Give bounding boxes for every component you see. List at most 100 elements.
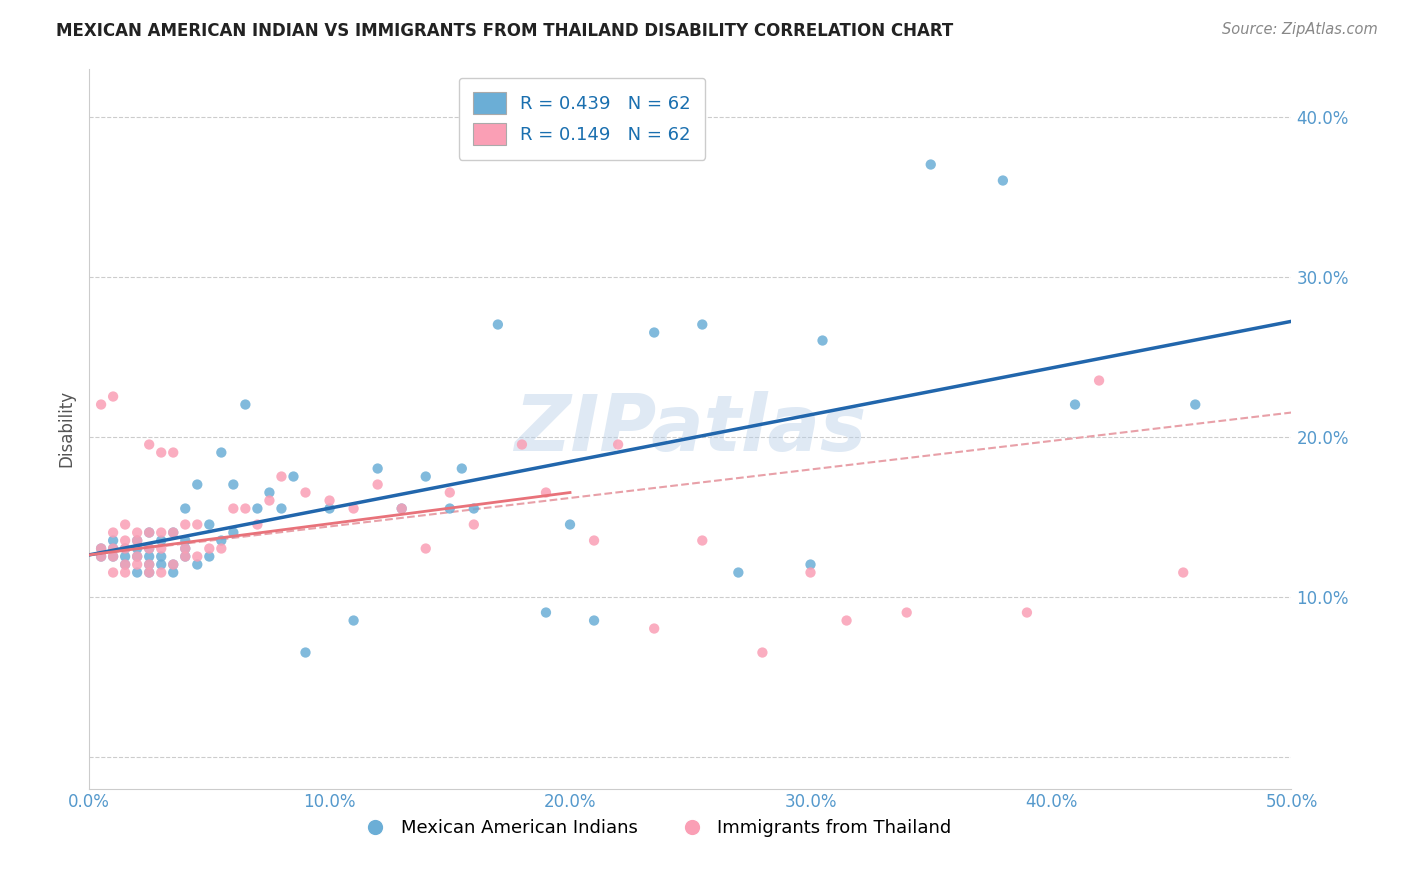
Point [138, 525, 160, 540]
Point [127, 525, 149, 540]
Point [138, 558, 160, 572]
Point [270, 501, 292, 516]
Point [114, 566, 136, 580]
Point [174, 517, 197, 532]
Point [450, 461, 472, 475]
Point [138, 437, 160, 451]
Point [367, 461, 389, 475]
Point [138, 525, 160, 540]
Point [690, 533, 713, 548]
Point [439, 501, 461, 516]
Text: ZIPatlas: ZIPatlas [515, 391, 866, 467]
Point [127, 533, 149, 548]
Point [920, 157, 942, 171]
Point [318, 493, 340, 508]
Point [150, 541, 173, 556]
Point [235, 398, 257, 412]
Point [583, 533, 606, 548]
Point [727, 566, 749, 580]
Point [1173, 566, 1195, 580]
Point [138, 541, 160, 556]
Point [534, 485, 557, 500]
Point [463, 501, 485, 516]
Point [246, 501, 269, 516]
Point [127, 541, 149, 556]
Point [114, 533, 136, 548]
Point [463, 517, 485, 532]
Point [198, 549, 221, 564]
Point [186, 549, 208, 564]
Point [1088, 374, 1111, 388]
Point [114, 541, 136, 556]
Point [751, 646, 773, 660]
Point [174, 549, 197, 564]
Point [558, 517, 581, 532]
Point [811, 334, 834, 348]
Point [222, 525, 245, 540]
Point [174, 533, 197, 548]
Point [90, 541, 112, 556]
Point [150, 445, 173, 459]
Point [294, 485, 316, 500]
Point [162, 445, 184, 459]
Legend: Mexican American Indians, Immigrants from Thailand: Mexican American Indians, Immigrants fro… [350, 812, 959, 845]
Point [690, 318, 713, 332]
Point [1184, 398, 1206, 412]
Point [162, 525, 184, 540]
Text: MEXICAN AMERICAN INDIAN VS IMMIGRANTS FROM THAILAND DISABILITY CORRELATION CHART: MEXICAN AMERICAN INDIAN VS IMMIGRANTS FR… [56, 22, 953, 40]
Point [222, 501, 245, 516]
Point [583, 614, 606, 628]
Text: Source: ZipAtlas.com: Source: ZipAtlas.com [1222, 22, 1378, 37]
Point [150, 533, 173, 548]
Point [209, 533, 232, 548]
Point [222, 477, 245, 491]
Point [342, 614, 364, 628]
Point [186, 477, 208, 491]
Point [114, 541, 136, 556]
Point [367, 477, 389, 491]
Point [101, 533, 124, 548]
Point [127, 549, 149, 564]
Point [439, 485, 461, 500]
Point [799, 558, 821, 572]
Point [294, 646, 316, 660]
Point [150, 525, 173, 540]
Point [90, 541, 112, 556]
Point [101, 566, 124, 580]
Point [162, 525, 184, 540]
Point [127, 566, 149, 580]
Point [150, 549, 173, 564]
Point [101, 541, 124, 556]
Point [391, 501, 413, 516]
Point [174, 541, 197, 556]
Point [643, 622, 665, 636]
Point [150, 566, 173, 580]
Point [138, 566, 160, 580]
Point [186, 558, 208, 572]
Point [138, 558, 160, 572]
Point [391, 501, 413, 516]
Point [127, 549, 149, 564]
Point [1015, 606, 1038, 620]
Point [174, 501, 197, 516]
Point [127, 558, 149, 572]
Point [114, 558, 136, 572]
Point [174, 541, 197, 556]
Point [1064, 398, 1087, 412]
Point [114, 558, 136, 572]
Point [835, 614, 858, 628]
Point [318, 501, 340, 516]
Point [186, 517, 208, 532]
Point [259, 485, 281, 500]
Point [90, 549, 112, 564]
Point [799, 566, 821, 580]
Point [510, 437, 533, 451]
Point [138, 549, 160, 564]
Point [90, 549, 112, 564]
Point [114, 517, 136, 532]
Point [101, 541, 124, 556]
Point [162, 558, 184, 572]
Point [259, 493, 281, 508]
Point [991, 173, 1014, 187]
Point [534, 606, 557, 620]
